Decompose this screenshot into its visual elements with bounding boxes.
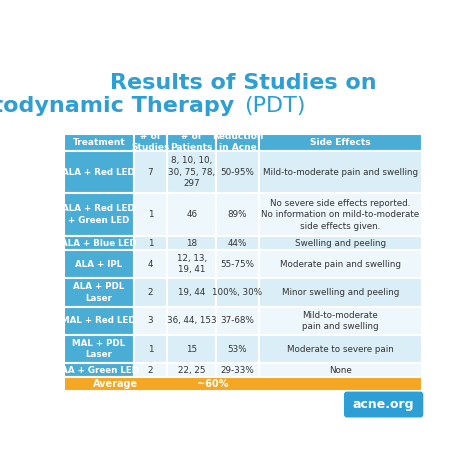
Text: Reduction
in Acne: Reduction in Acne [212, 132, 263, 153]
Text: Minor swelling and peeling: Minor swelling and peeling [282, 288, 399, 297]
Bar [259, 250, 422, 278]
Text: 89%: 89% [228, 210, 247, 219]
Text: 22, 25: 22, 25 [178, 366, 205, 375]
Bar [64, 335, 134, 363]
Text: Average: Average [93, 379, 138, 389]
Text: 18: 18 [186, 238, 197, 247]
Text: acne.org: acne.org [353, 398, 414, 411]
Bar [217, 134, 259, 151]
Bar [217, 193, 259, 236]
Bar [64, 151, 134, 193]
Bar [134, 363, 167, 377]
Text: MAL + PDL
Laser: MAL + PDL Laser [72, 339, 126, 359]
FancyBboxPatch shape [344, 392, 423, 418]
Bar [64, 307, 134, 335]
Bar [259, 151, 422, 193]
Bar [64, 134, 134, 151]
Text: 50-95%: 50-95% [220, 168, 255, 177]
Text: Treatment: Treatment [73, 138, 125, 147]
Bar [259, 335, 422, 363]
Bar [167, 236, 217, 250]
Bar [64, 193, 134, 236]
Text: 46: 46 [186, 210, 197, 219]
Bar [64, 236, 134, 250]
Bar [134, 307, 167, 335]
Bar [217, 363, 259, 377]
Text: # of
Studies: # of Studies [131, 132, 170, 153]
Bar [167, 193, 217, 236]
Text: Mild-to-moderate pain and swelling: Mild-to-moderate pain and swelling [263, 168, 418, 177]
Text: ALA + Blue LED: ALA + Blue LED [61, 238, 137, 247]
Bar [217, 335, 259, 363]
Bar [217, 151, 259, 193]
Text: 55-75%: 55-75% [220, 260, 255, 269]
Bar [167, 307, 217, 335]
Text: IAA + Green LED: IAA + Green LED [58, 366, 139, 375]
Text: 4: 4 [148, 260, 153, 269]
Bar [259, 236, 422, 250]
Text: ALA + Red LED: ALA + Red LED [63, 168, 135, 177]
Bar [167, 151, 217, 193]
Text: 100%, 30%: 100%, 30% [212, 288, 263, 297]
Text: Swelling and peeling: Swelling and peeling [295, 238, 386, 247]
Text: 29-33%: 29-33% [221, 366, 255, 375]
Text: 53%: 53% [228, 345, 247, 354]
Bar [217, 278, 259, 307]
Bar [259, 134, 422, 151]
Bar [259, 193, 422, 236]
Bar [134, 278, 167, 307]
Bar [64, 278, 134, 307]
Bar [134, 134, 167, 151]
Text: 12, 13,
19, 41: 12, 13, 19, 41 [177, 254, 207, 274]
Text: Photodynamic Therapy: Photodynamic Therapy [0, 96, 242, 116]
Bar [134, 236, 167, 250]
Bar [217, 250, 259, 278]
Text: 15: 15 [186, 345, 197, 354]
Bar [167, 134, 217, 151]
Text: # of
Patients: # of Patients [171, 132, 213, 153]
Bar [259, 278, 422, 307]
Bar [64, 363, 134, 377]
Bar [134, 335, 167, 363]
Bar [217, 236, 259, 250]
Text: No severe side effects reported.
No information on mild-to-moderate
side effects: No severe side effects reported. No info… [261, 199, 419, 231]
Bar [167, 335, 217, 363]
Text: 36, 44, 153: 36, 44, 153 [167, 316, 217, 325]
Text: 1: 1 [148, 345, 153, 354]
Bar [167, 278, 217, 307]
Bar [64, 250, 134, 278]
Text: Results of Studies on: Results of Studies on [109, 73, 376, 93]
Text: ALA + PDL
Laser: ALA + PDL Laser [73, 283, 125, 303]
Bar [64, 377, 422, 391]
Bar [217, 307, 259, 335]
Text: MAL + Red LED: MAL + Red LED [62, 316, 136, 325]
Text: Moderate pain and swelling: Moderate pain and swelling [280, 260, 401, 269]
Text: (PDT): (PDT) [244, 96, 306, 116]
Text: None: None [329, 366, 352, 375]
Text: 3: 3 [147, 316, 153, 325]
Text: Mild-to-moderate
pain and swelling: Mild-to-moderate pain and swelling [302, 310, 379, 331]
Bar [259, 307, 422, 335]
Bar [167, 250, 217, 278]
Bar [259, 363, 422, 377]
Text: 19, 44: 19, 44 [178, 288, 205, 297]
Text: ~60%: ~60% [197, 379, 228, 389]
Text: ALA + IPL: ALA + IPL [75, 260, 122, 269]
Bar [167, 363, 217, 377]
Text: 1: 1 [148, 210, 153, 219]
Text: Side Effects: Side Effects [310, 138, 371, 147]
Bar [134, 193, 167, 236]
Text: 2: 2 [148, 288, 153, 297]
Text: Moderate to severe pain: Moderate to severe pain [287, 345, 394, 354]
Text: ALA + Red LED
+ Green LED: ALA + Red LED + Green LED [63, 204, 135, 225]
Text: 1: 1 [148, 238, 153, 247]
Text: 7: 7 [147, 168, 153, 177]
Bar [134, 151, 167, 193]
Text: 37-68%: 37-68% [220, 316, 255, 325]
Text: 2: 2 [148, 366, 153, 375]
Text: 8, 10, 10,
30, 75, 78,
297: 8, 10, 10, 30, 75, 78, 297 [168, 156, 215, 188]
Text: 44%: 44% [228, 238, 247, 247]
Bar [134, 250, 167, 278]
